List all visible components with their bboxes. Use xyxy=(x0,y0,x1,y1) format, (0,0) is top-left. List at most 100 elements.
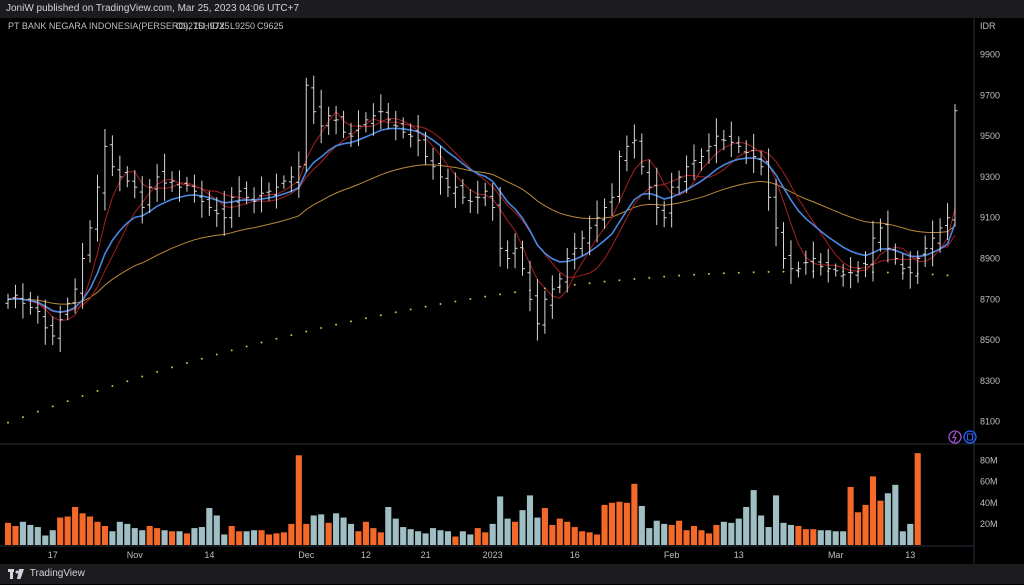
ohlc-bar xyxy=(497,186,503,267)
volume-bar xyxy=(653,520,660,545)
volume-bar xyxy=(571,527,578,545)
ohlc-bar xyxy=(870,220,876,282)
price-tick-label: 8300 xyxy=(980,376,1000,386)
volume-bar xyxy=(429,528,437,545)
currency-label: IDR xyxy=(980,21,996,31)
long-ma-dot xyxy=(603,280,606,283)
ohlc-bar xyxy=(527,260,533,312)
price-chart-svg[interactable]: PT BANK NEGARA INDONESIA(PERSERO), 1D, I… xyxy=(0,18,1024,564)
tradingview-brand: TradingView xyxy=(29,568,85,579)
volume-bar xyxy=(743,507,750,545)
ohlc-bar xyxy=(661,200,667,228)
ohlc-bar xyxy=(721,129,727,151)
ohlc-bar xyxy=(549,275,555,319)
ohlc-bar xyxy=(348,122,354,148)
ohlc-bar xyxy=(65,297,71,321)
long-ma-dot xyxy=(335,323,338,326)
ohlc-bar xyxy=(706,133,712,164)
volume-bar xyxy=(340,517,347,545)
ohlc-bar xyxy=(288,166,294,193)
volume-bar xyxy=(676,520,683,545)
ohlc-bar xyxy=(840,264,846,287)
price-tick-label: 9300 xyxy=(980,172,1000,182)
volume-tick-label: 60M xyxy=(980,477,998,487)
ohlc-bar xyxy=(534,279,540,341)
volume-bar xyxy=(780,522,787,545)
ohlc-bar xyxy=(930,220,936,267)
time-tick-label: 13 xyxy=(905,550,915,560)
long-ma-dot xyxy=(364,317,367,320)
price-tick-labels: 9900 9700 9500 9300 9100 8900 8700 8500 8300 8100 xyxy=(980,50,1000,427)
ohlc-bars xyxy=(5,75,958,353)
long-ma-dot xyxy=(663,275,666,278)
volume-bar xyxy=(735,518,742,545)
data-window-icon[interactable] xyxy=(963,430,977,444)
volume-bar xyxy=(444,531,452,545)
slow-ma-line xyxy=(7,164,956,305)
volume-bar xyxy=(474,528,481,545)
long-ma-dot xyxy=(200,357,203,360)
volume-bar xyxy=(489,523,496,545)
ohlc-bar xyxy=(80,242,86,309)
ohlc-bar xyxy=(833,263,839,277)
volume-bar xyxy=(236,531,243,545)
price-tick-label: 8900 xyxy=(980,254,1000,264)
volume-tick-label: 40M xyxy=(980,498,998,508)
volume-bar xyxy=(258,530,265,545)
chart-area[interactable]: PT BANK NEGARA INDONESIA(PERSERO), 1D, I… xyxy=(0,18,1024,564)
volume-bar xyxy=(579,531,586,545)
ohlc-bar xyxy=(94,174,100,242)
long-ma-dot xyxy=(752,271,755,274)
volume-bar xyxy=(64,516,71,545)
volume-bar xyxy=(400,527,407,545)
volume-bar xyxy=(787,524,795,545)
long-ma-dot xyxy=(737,271,740,274)
ohlc-bar xyxy=(780,222,786,269)
ohlc-bar xyxy=(117,155,123,192)
volume-bar xyxy=(198,527,205,545)
ohlc-bar xyxy=(736,136,742,154)
moving-averages xyxy=(7,110,956,424)
volume-bar xyxy=(94,521,101,545)
ohlc-bar xyxy=(639,133,645,175)
long-ma-dot xyxy=(707,272,710,275)
ohlc-bar xyxy=(437,145,443,195)
volume-bar xyxy=(318,514,325,545)
volume-bar xyxy=(519,510,526,545)
time-tick-label: Nov xyxy=(127,550,144,560)
ohlc-bar xyxy=(877,218,883,252)
volume-bar xyxy=(407,529,414,545)
ohlc-bar xyxy=(318,89,324,144)
volume-bar xyxy=(251,530,258,545)
ohlc-bar xyxy=(475,180,481,214)
time-tick-labels: 17 Nov 14 Dec 12 21 2023 16 Feb 13 Mar 13 xyxy=(48,550,916,560)
ohlc-bar xyxy=(12,284,18,309)
ohlc-bar xyxy=(624,135,630,172)
price-tick-label: 8700 xyxy=(980,294,1000,304)
long-ma-dot xyxy=(693,273,696,276)
volume-bar xyxy=(79,513,86,545)
volume-bar xyxy=(504,518,511,545)
ohlc-bar xyxy=(907,251,913,289)
volume-bar xyxy=(415,531,422,545)
lightning-icon[interactable] xyxy=(948,430,962,444)
ohlc-bar xyxy=(460,179,466,205)
ohlc-bar xyxy=(520,240,526,276)
volume-bar xyxy=(907,523,914,545)
volume-bar xyxy=(631,483,638,545)
volume-bar xyxy=(347,523,355,545)
volume-bar xyxy=(183,533,191,545)
time-tick-label: Dec xyxy=(298,550,315,560)
volume-bar xyxy=(385,507,392,545)
ohlc-bar xyxy=(57,305,63,353)
ohlc-bar xyxy=(184,176,190,192)
volume-bar xyxy=(422,533,429,545)
ohlc-bar xyxy=(684,155,690,193)
price-tick-label: 9900 xyxy=(980,50,1000,60)
volume-bar xyxy=(586,532,593,545)
ohlc-bar xyxy=(214,197,220,227)
ohlc-bar xyxy=(788,240,794,284)
price-tick-label: 8500 xyxy=(980,335,1000,345)
long-ma-dot xyxy=(782,270,785,273)
long-ma-dot xyxy=(245,345,248,348)
